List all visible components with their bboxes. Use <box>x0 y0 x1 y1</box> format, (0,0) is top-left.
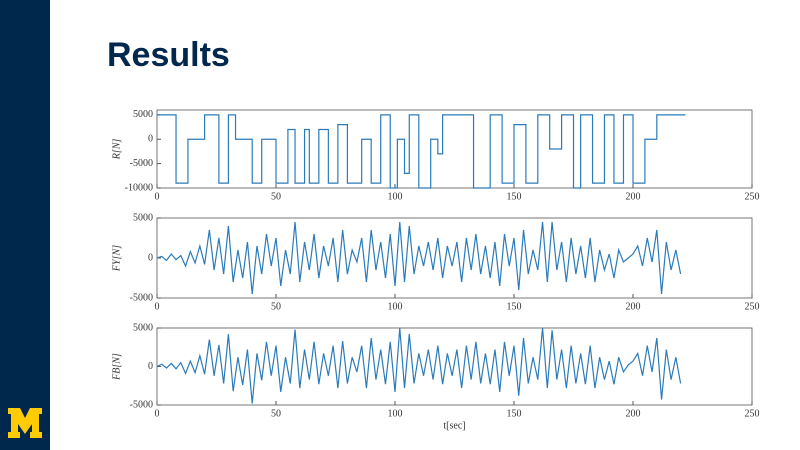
x-axis-label: t[sec] <box>443 420 465 431</box>
x-tick-label: 200 <box>626 191 641 202</box>
y-axis-label: FB[N] <box>111 353 122 381</box>
x-tick-label: 100 <box>388 408 403 419</box>
y-tick-label: -5000 <box>130 399 153 410</box>
x-tick-label: 150 <box>507 408 522 419</box>
y-axis-label: FY[N] <box>111 245 122 272</box>
data-line <box>157 114 686 189</box>
x-tick-label: 50 <box>271 191 281 202</box>
x-tick-label: 100 <box>388 191 403 202</box>
x-tick-label: 0 <box>155 301 160 312</box>
y-axis-label: R[N] <box>111 139 122 161</box>
x-tick-label: 50 <box>271 408 281 419</box>
x-tick-label: 250 <box>745 191 760 202</box>
plot-frame <box>156 327 753 406</box>
data-line <box>156 327 682 404</box>
x-tick-label: 0 <box>155 191 160 202</box>
x-tick-label: 250 <box>745 408 760 419</box>
y-tick-label: 5000 <box>133 212 153 223</box>
y-tick-label: 0 <box>148 252 153 263</box>
side-bar <box>0 0 50 450</box>
x-tick-label: 0 <box>155 408 160 419</box>
data-line <box>156 221 682 295</box>
x-tick-label: 150 <box>507 191 522 202</box>
logo <box>8 408 42 438</box>
x-tick-label: 200 <box>626 408 641 419</box>
y-tick-label: 5000 <box>133 322 153 333</box>
y-tick-label: 0 <box>148 361 153 372</box>
y-tick-label: 0 <box>148 134 153 145</box>
x-tick-label: 200 <box>626 301 641 312</box>
x-tick-label: 50 <box>271 301 281 312</box>
y-tick-label: 5000 <box>133 109 153 120</box>
y-tick-label: -10000 <box>125 182 153 193</box>
x-tick-label: 150 <box>507 301 522 312</box>
x-tick-label: 100 <box>388 301 403 312</box>
y-tick-label: -5000 <box>130 292 153 303</box>
y-tick-label: -5000 <box>130 158 153 169</box>
plot-frame <box>156 109 753 189</box>
slide-title: Results <box>107 36 230 74</box>
x-tick-label: 250 <box>745 301 760 312</box>
